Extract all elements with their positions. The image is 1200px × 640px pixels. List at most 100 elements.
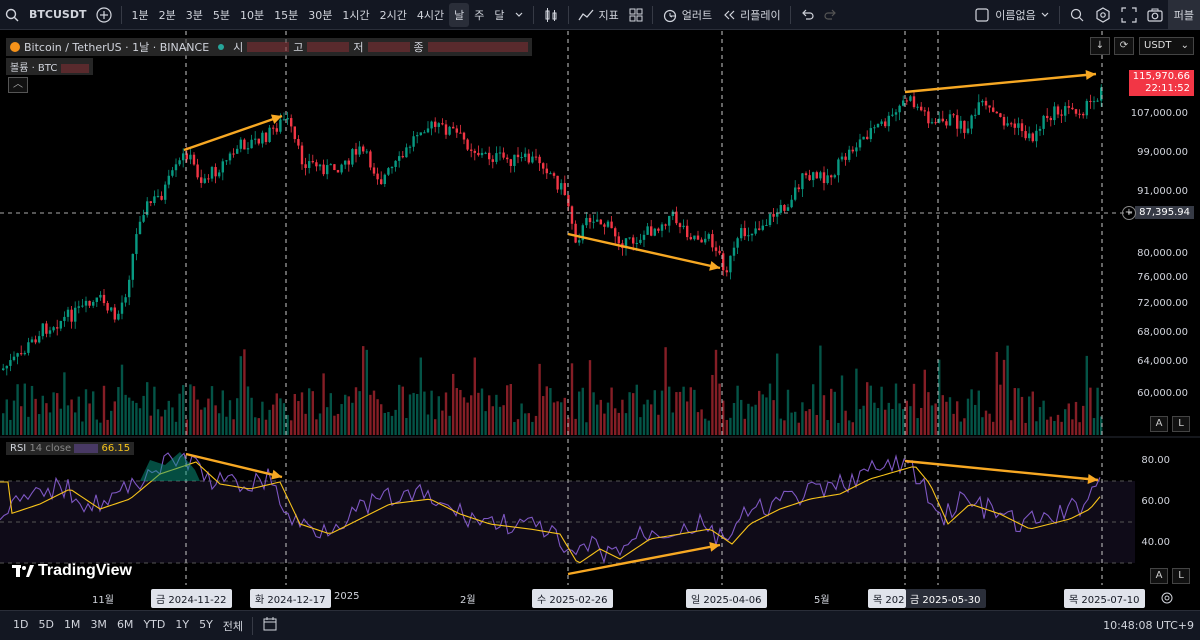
replay-button[interactable]: 리플레이 (717, 0, 785, 30)
rsi-auto-scale-button[interactable]: A (1150, 568, 1168, 584)
volume-bar (869, 385, 872, 435)
chart-area[interactable] (0, 31, 1200, 610)
interval-7[interactable]: 1시간 (342, 8, 370, 22)
volume-bar (92, 391, 95, 435)
volume-bar (174, 421, 178, 435)
settings-gear-icon[interactable] (1090, 0, 1116, 30)
volume-bar (5, 399, 8, 435)
range-2[interactable]: 1M (63, 617, 81, 631)
candle-body (326, 165, 329, 175)
volume-bar (300, 392, 304, 435)
alert-button[interactable]: 얼러트 (657, 0, 717, 30)
volume-bar (246, 386, 250, 435)
range-6[interactable]: 1Y (175, 617, 190, 631)
log-scale-button[interactable]: L (1172, 416, 1190, 432)
time-axis-settings-icon[interactable] (1160, 590, 1174, 609)
price-chart[interactable] (0, 31, 1200, 610)
interval-11[interactable]: 주 (474, 8, 485, 22)
range-1[interactable]: 5D (38, 617, 54, 631)
interval-3[interactable]: 5분 (212, 8, 230, 22)
add-alert-icon[interactable]: + (1122, 206, 1136, 220)
interval-12[interactable]: 달 (494, 8, 505, 22)
candle-body (556, 175, 559, 190)
range-5[interactable]: YTD (143, 617, 166, 631)
candle-body (171, 170, 174, 176)
candle-body (1024, 131, 1027, 139)
auto-scale-button[interactable]: A (1150, 416, 1168, 432)
partial-date: 목 202 (868, 589, 906, 608)
undo-icon[interactable] (795, 0, 819, 30)
currency-select[interactable]: USDT ⌄ (1139, 37, 1194, 55)
redo-icon[interactable] (819, 0, 843, 30)
date-range-icon[interactable] (257, 616, 283, 635)
interval-9[interactable]: 4시간 (416, 8, 445, 22)
candle-body (776, 212, 779, 217)
interval-2[interactable]: 3분 (185, 8, 203, 22)
volume-bar (729, 417, 732, 435)
range-8[interactable]: 전체 (222, 619, 244, 633)
volume-bar (1089, 387, 1092, 435)
clock[interactable]: 10:48:08 UTC+9 (1103, 619, 1194, 632)
interval-6[interactable]: 30분 (308, 8, 333, 22)
interval-4[interactable]: 10분 (239, 8, 265, 22)
range-7[interactable]: 5Y (199, 617, 213, 631)
candle-body (1017, 123, 1020, 128)
range-group: 1D 5D 1M 3M 6M YTD 1Y 5Y 전체 (0, 618, 248, 634)
candle-body (128, 279, 131, 298)
chevron-down-icon[interactable] (509, 0, 529, 30)
candle-body (99, 294, 102, 298)
download-icon[interactable]: ↓ (1090, 37, 1110, 55)
volume-bar (372, 390, 376, 435)
interval-0[interactable]: 1분 (131, 8, 149, 22)
interval-1[interactable]: 2분 (158, 8, 176, 22)
range-0[interactable]: 1D (13, 617, 29, 631)
volume-bar (660, 390, 664, 435)
volume-bar (236, 398, 239, 435)
volume-bar (34, 398, 37, 435)
volume-bar (470, 395, 473, 435)
volume-bar (1060, 421, 1063, 435)
candle-body (149, 201, 152, 204)
fullscreen-icon[interactable] (1116, 0, 1142, 30)
interval-5[interactable]: 15분 (274, 8, 299, 22)
candle-body (732, 247, 736, 256)
interval-8[interactable]: 2시간 (379, 8, 407, 22)
candle-body (1082, 113, 1085, 116)
trend-arrow-head (709, 541, 720, 552)
layout-name-button[interactable]: 이름없음 (970, 0, 1054, 30)
sync-icon[interactable]: ⟳ (1114, 37, 1134, 55)
add-symbol-icon[interactable] (91, 0, 117, 30)
volume-bar (956, 401, 959, 435)
tradingview-logo[interactable]: TradingView (12, 562, 132, 580)
candle-body (416, 135, 419, 137)
volume-bar (1064, 409, 1067, 435)
volume-bar (545, 386, 548, 435)
range-4[interactable]: 6M (116, 617, 134, 631)
templates-icon[interactable] (624, 0, 648, 30)
candle-body (1096, 100, 1099, 102)
search-icon[interactable] (0, 0, 24, 30)
volume-bar (736, 385, 739, 435)
rsi-log-scale-button[interactable]: L (1172, 568, 1190, 584)
volume-bar (297, 401, 300, 435)
candle-type-icon[interactable] (538, 0, 564, 30)
replay-label: 리플레이 (740, 8, 781, 22)
symbol-name[interactable]: BTCUSDT (29, 8, 87, 21)
candle-body (473, 150, 476, 153)
volume-bar (336, 413, 340, 435)
volume-bar (308, 388, 311, 435)
candle-body (124, 297, 127, 303)
volume-bar (394, 409, 397, 435)
candle-body (768, 214, 772, 225)
publish-button[interactable]: 퍼블 (1167, 0, 1200, 30)
camera-icon[interactable] (1142, 0, 1168, 30)
indicators-button[interactable]: 지표 (573, 0, 623, 30)
interval-10[interactable]: 날 (449, 2, 470, 27)
range-3[interactable]: 3M (90, 617, 107, 631)
candle-body (635, 242, 638, 244)
volume-bar (275, 393, 278, 435)
collapse-legend-icon[interactable]: ︿ (8, 77, 28, 93)
volume-bar (693, 389, 696, 435)
volume-bar (588, 360, 592, 435)
quick-search-icon[interactable] (1064, 0, 1090, 30)
